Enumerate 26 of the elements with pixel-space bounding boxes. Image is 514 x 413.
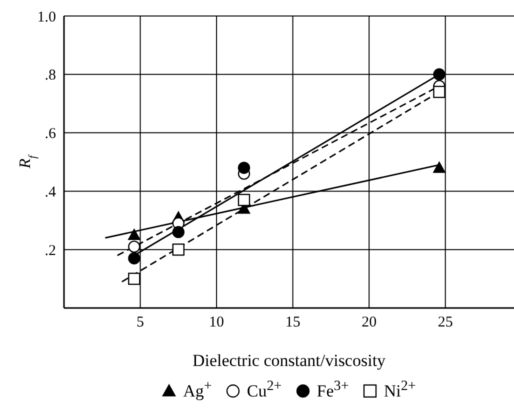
y-tick-label: .8 (44, 68, 56, 84)
point (128, 240, 140, 253)
point (433, 162, 446, 173)
point (128, 228, 140, 240)
point (128, 252, 140, 264)
point (433, 86, 446, 98)
x-tick-label: 10 (209, 314, 224, 331)
legend-label: Cu$^{2+}$ (246, 378, 282, 402)
point (172, 244, 185, 256)
y-tick-label: .2 (44, 242, 56, 259)
x-tick-label: 20 (362, 314, 377, 331)
y-tick-label: .4 (44, 184, 56, 201)
y-tick-label: 1.0 (37, 9, 56, 26)
point (433, 68, 446, 80)
point (172, 226, 185, 238)
legend-label: Ag$^{+}$ (183, 378, 212, 402)
x-axis-title: Dielectric constant/viscosity (192, 351, 386, 370)
x-tick-label: 25 (438, 314, 453, 331)
point (238, 162, 250, 174)
point (128, 272, 140, 285)
y-tick-label: .6 (44, 126, 56, 142)
x-tick-label: 5 (136, 314, 144, 331)
legend-label: Ni$^{2+}$ (384, 378, 416, 402)
legend-label: Fe$^{3+}$ (316, 378, 349, 402)
x-tick-label: 15 (285, 314, 300, 331)
point (238, 194, 250, 206)
